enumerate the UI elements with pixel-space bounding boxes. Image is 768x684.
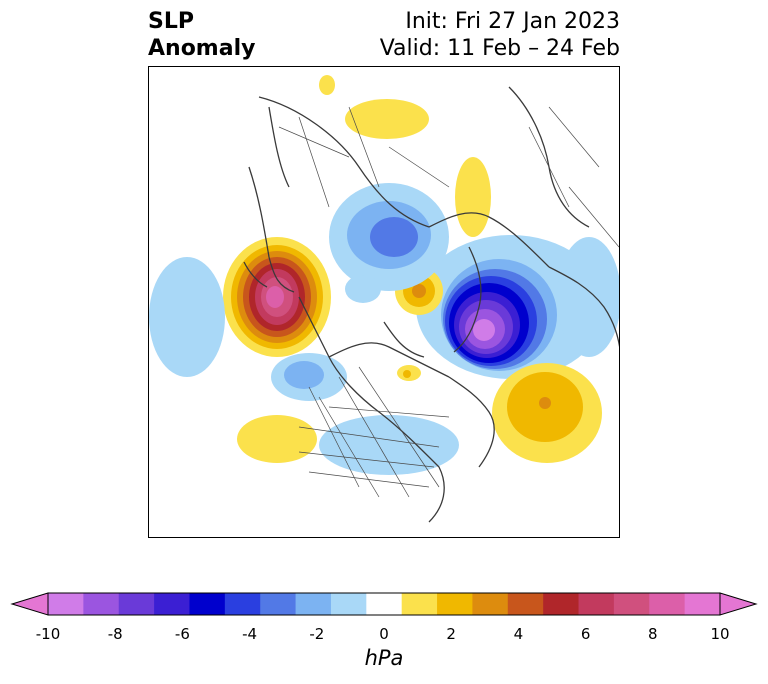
colorbar-swatch: [649, 593, 686, 615]
colorbar-swatch: [224, 593, 261, 615]
colorbar-swatch: [366, 593, 403, 615]
russia-high-anomaly: [319, 75, 491, 237]
colorbar-tick-label: 8: [648, 625, 658, 643]
colorbar-tick-label: -2: [309, 625, 325, 643]
atlantic-high-anomaly: [492, 363, 602, 463]
western-us-high-anomaly: [237, 365, 421, 463]
colorbar-tick-label: 0: [379, 625, 389, 643]
variable-name: SLP: [148, 9, 194, 34]
pacific-high-anomaly: [223, 237, 331, 357]
colorbar-tick-label: -10: [35, 625, 61, 643]
map-title: SLP Anomaly: [148, 8, 255, 62]
colorbar-swatch: [472, 593, 509, 615]
colorbar-swatch: [295, 593, 332, 615]
colorbar: [10, 592, 758, 616]
colorbar-swatch: [437, 593, 473, 615]
colorbar-swatch: [684, 593, 721, 615]
coastlines: [243, 86, 619, 523]
forecast-dates: Init: Fri 27 Jan 2023 Valid: 11 Feb – 24…: [380, 8, 620, 62]
anomaly-map: [149, 75, 619, 523]
colorbar-swatch: [507, 593, 544, 615]
colorbar-tick-label: 4: [513, 625, 524, 643]
colorbar-tick-label: -6: [174, 625, 190, 643]
anomaly-shading: [149, 75, 619, 475]
map-panel: [148, 66, 620, 538]
pacific-low-anomaly: [149, 237, 619, 475]
political-borders: [278, 106, 619, 498]
colorbar-min-extension: [10, 592, 49, 616]
colorbar-tick-label: -4: [242, 625, 258, 643]
colorbar-swatch: [260, 593, 297, 615]
colorbar-tick-label: 2: [446, 625, 456, 643]
colorbar-swatch: [154, 593, 190, 615]
colorbar-outline: [47, 592, 721, 616]
colorbar-swatch: [189, 593, 226, 615]
colorbar-tick-label: 6: [580, 625, 591, 643]
colorbar-swatch: [543, 593, 580, 615]
colorbar-swatch: [83, 593, 120, 615]
colorbar-swatch: [613, 593, 650, 615]
colorbar-swatch: [401, 593, 438, 615]
variable-subtitle: Anomaly: [148, 36, 256, 61]
colorbar-swatch: [578, 593, 615, 615]
colorbar-swatch: [118, 593, 155, 615]
colorbar-tick-label: -8: [107, 625, 123, 643]
valid-dates: Valid: 11 Feb – 24 Feb: [379, 36, 620, 61]
init-date: Init: Fri 27 Jan 2023: [405, 9, 620, 34]
colorbar-unit-label: hPa: [364, 646, 404, 670]
colorbar-swatch: [330, 593, 367, 615]
colorbar-max-extension: [719, 592, 758, 616]
colorbar-tick-label: 10: [710, 625, 730, 643]
colorbar-swatch: [48, 593, 84, 615]
